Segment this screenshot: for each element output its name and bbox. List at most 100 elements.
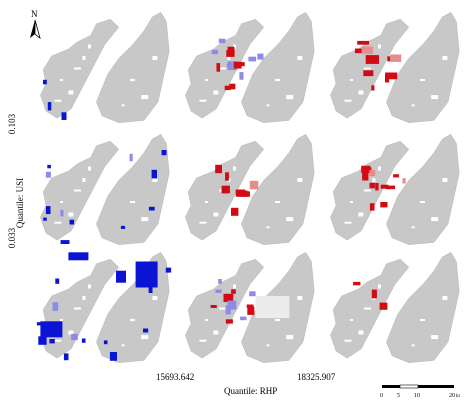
lake-patch bbox=[141, 95, 149, 100]
scale-tick-5: 5 bbox=[397, 393, 400, 399]
lake-patch bbox=[344, 99, 352, 102]
map-panel-r1c0 bbox=[40, 133, 170, 245]
low-value-patch bbox=[61, 112, 67, 120]
lake-patch bbox=[266, 226, 270, 229]
high-value-patch bbox=[361, 46, 374, 54]
lake-patch bbox=[227, 56, 231, 60]
high-value-patch bbox=[247, 306, 255, 315]
lake-patch bbox=[378, 44, 381, 49]
lake-patch bbox=[364, 189, 371, 192]
scale-tick-0: 0 bbox=[380, 393, 383, 399]
lake-patch bbox=[286, 95, 294, 100]
lake-patch bbox=[266, 104, 270, 107]
low-value-patch bbox=[47, 102, 52, 111]
lake-patch bbox=[121, 104, 125, 107]
land-right-bank bbox=[386, 11, 460, 123]
y-tick-bottom: 0.033 bbox=[7, 227, 17, 249]
high-value-patch bbox=[218, 38, 226, 44]
high-value-patch bbox=[380, 202, 388, 208]
scale-unit: km bbox=[456, 394, 460, 399]
lake-patch bbox=[54, 339, 62, 342]
low-value-patch bbox=[49, 339, 55, 344]
high-value-patch bbox=[215, 164, 222, 174]
low-value-patch bbox=[45, 171, 51, 178]
lake-patch bbox=[88, 166, 91, 171]
land-right-bank bbox=[241, 11, 315, 123]
high-value-patch bbox=[237, 190, 248, 197]
low-value-patch bbox=[55, 278, 60, 284]
land-right-bank bbox=[241, 133, 315, 245]
lake-patch bbox=[378, 284, 381, 289]
lake-patch bbox=[297, 56, 303, 60]
low-value-patch bbox=[161, 150, 167, 156]
high-value-patch bbox=[216, 63, 221, 72]
low-value-patch bbox=[71, 333, 78, 341]
low-value-patch bbox=[60, 209, 64, 217]
low-value-patch bbox=[60, 240, 70, 244]
low-value-block bbox=[135, 261, 158, 288]
high-value-patch bbox=[369, 170, 376, 177]
high-value-patch bbox=[231, 207, 239, 216]
lake-patch bbox=[372, 178, 376, 182]
map-panel-r2c1 bbox=[185, 251, 315, 363]
low-value-patch bbox=[47, 164, 51, 169]
lake-patch bbox=[199, 99, 207, 102]
high-value-patch bbox=[369, 203, 375, 211]
lake-patch bbox=[152, 56, 158, 60]
land-right-bank bbox=[96, 133, 170, 245]
low-value-patch bbox=[120, 225, 126, 229]
lake-patch bbox=[54, 221, 62, 224]
lake-patch bbox=[152, 178, 158, 182]
lake-patch bbox=[205, 319, 208, 321]
lake-patch bbox=[82, 296, 86, 300]
land-right-bank bbox=[386, 133, 460, 245]
lake-patch bbox=[431, 335, 439, 340]
lake-patch bbox=[420, 319, 425, 321]
high-value-patch bbox=[225, 172, 229, 181]
lake-patch bbox=[364, 307, 371, 310]
low-value-patch bbox=[151, 169, 157, 179]
y-tick-top: 0.103 bbox=[7, 113, 17, 135]
high-value-patch bbox=[227, 300, 237, 310]
lake-patch bbox=[233, 284, 236, 289]
north-label: N bbox=[31, 9, 38, 19]
high-value-patch bbox=[367, 167, 372, 172]
x-tick-left: 15693.642 bbox=[156, 372, 195, 382]
high-value-patch bbox=[246, 304, 254, 308]
lake-patch bbox=[199, 221, 207, 224]
low-value-patch bbox=[165, 267, 172, 273]
lake-patch bbox=[411, 104, 415, 107]
lake-patch bbox=[358, 212, 364, 217]
high-value-patch bbox=[381, 185, 387, 189]
lake-patch bbox=[60, 319, 63, 321]
high-value-patch bbox=[210, 305, 217, 308]
lake-patch bbox=[54, 99, 62, 102]
low-value-patch bbox=[45, 206, 51, 215]
map-panel-r0c1 bbox=[185, 11, 315, 123]
high-value-patch bbox=[223, 293, 234, 302]
lake-patch bbox=[88, 284, 91, 289]
low-value-patch bbox=[52, 302, 59, 311]
lake-patch bbox=[358, 330, 364, 335]
high-value-patch bbox=[226, 50, 235, 57]
lake-patch bbox=[68, 90, 74, 95]
lake-patch bbox=[205, 79, 208, 81]
high-value-patch bbox=[385, 73, 390, 83]
lake-patch bbox=[442, 56, 448, 60]
lake-patch bbox=[297, 178, 303, 182]
lake-patch bbox=[275, 201, 280, 203]
lake-patch bbox=[141, 335, 149, 340]
low-value-patch bbox=[148, 206, 155, 211]
map-panel-r1c2 bbox=[330, 133, 460, 245]
lake-patch bbox=[378, 166, 381, 171]
lake-patch bbox=[213, 330, 219, 335]
lake-patch bbox=[350, 201, 353, 203]
lake-patch bbox=[130, 319, 135, 321]
high-value-patch bbox=[363, 70, 374, 77]
lake-patch bbox=[199, 339, 207, 342]
low-value-patch bbox=[43, 217, 47, 221]
lake-patch bbox=[344, 339, 352, 342]
high-value-patch bbox=[257, 53, 264, 60]
lake-patch bbox=[233, 44, 236, 49]
